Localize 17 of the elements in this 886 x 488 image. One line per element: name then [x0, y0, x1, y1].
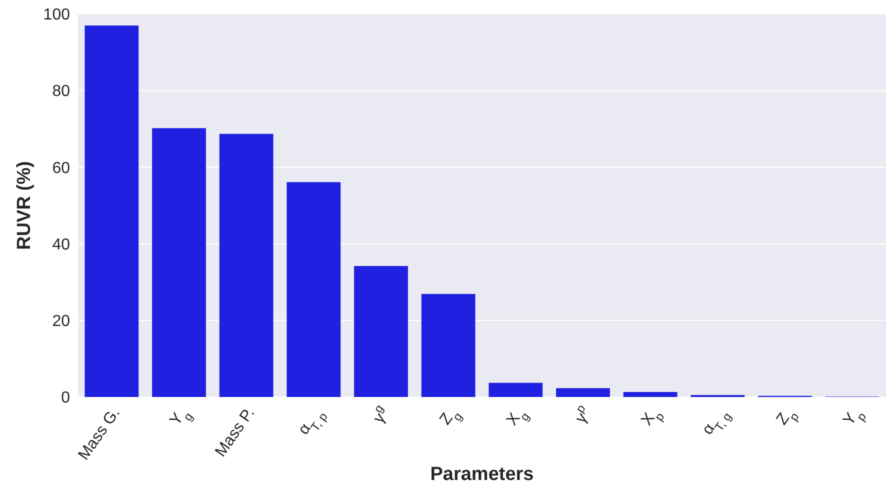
- bar: [286, 182, 341, 397]
- y-axis-title: RUVR (%): [14, 161, 35, 250]
- y-tick-label: 40: [52, 236, 70, 254]
- y-tick-label: 100: [43, 6, 70, 24]
- bar: [354, 266, 408, 397]
- y-tick-label: 60: [52, 160, 70, 177]
- bar: [623, 392, 678, 397]
- y-tick-label: 20: [52, 313, 70, 330]
- bar: [488, 382, 543, 397]
- y-tick-label: 80: [52, 83, 70, 100]
- bar: [84, 25, 139, 397]
- bar: [219, 134, 274, 397]
- bar: [152, 128, 206, 397]
- bar: [421, 294, 476, 397]
- y-tick-label: 0: [61, 390, 70, 407]
- x-axis-title: Parameters: [430, 464, 534, 485]
- bar: [556, 388, 610, 397]
